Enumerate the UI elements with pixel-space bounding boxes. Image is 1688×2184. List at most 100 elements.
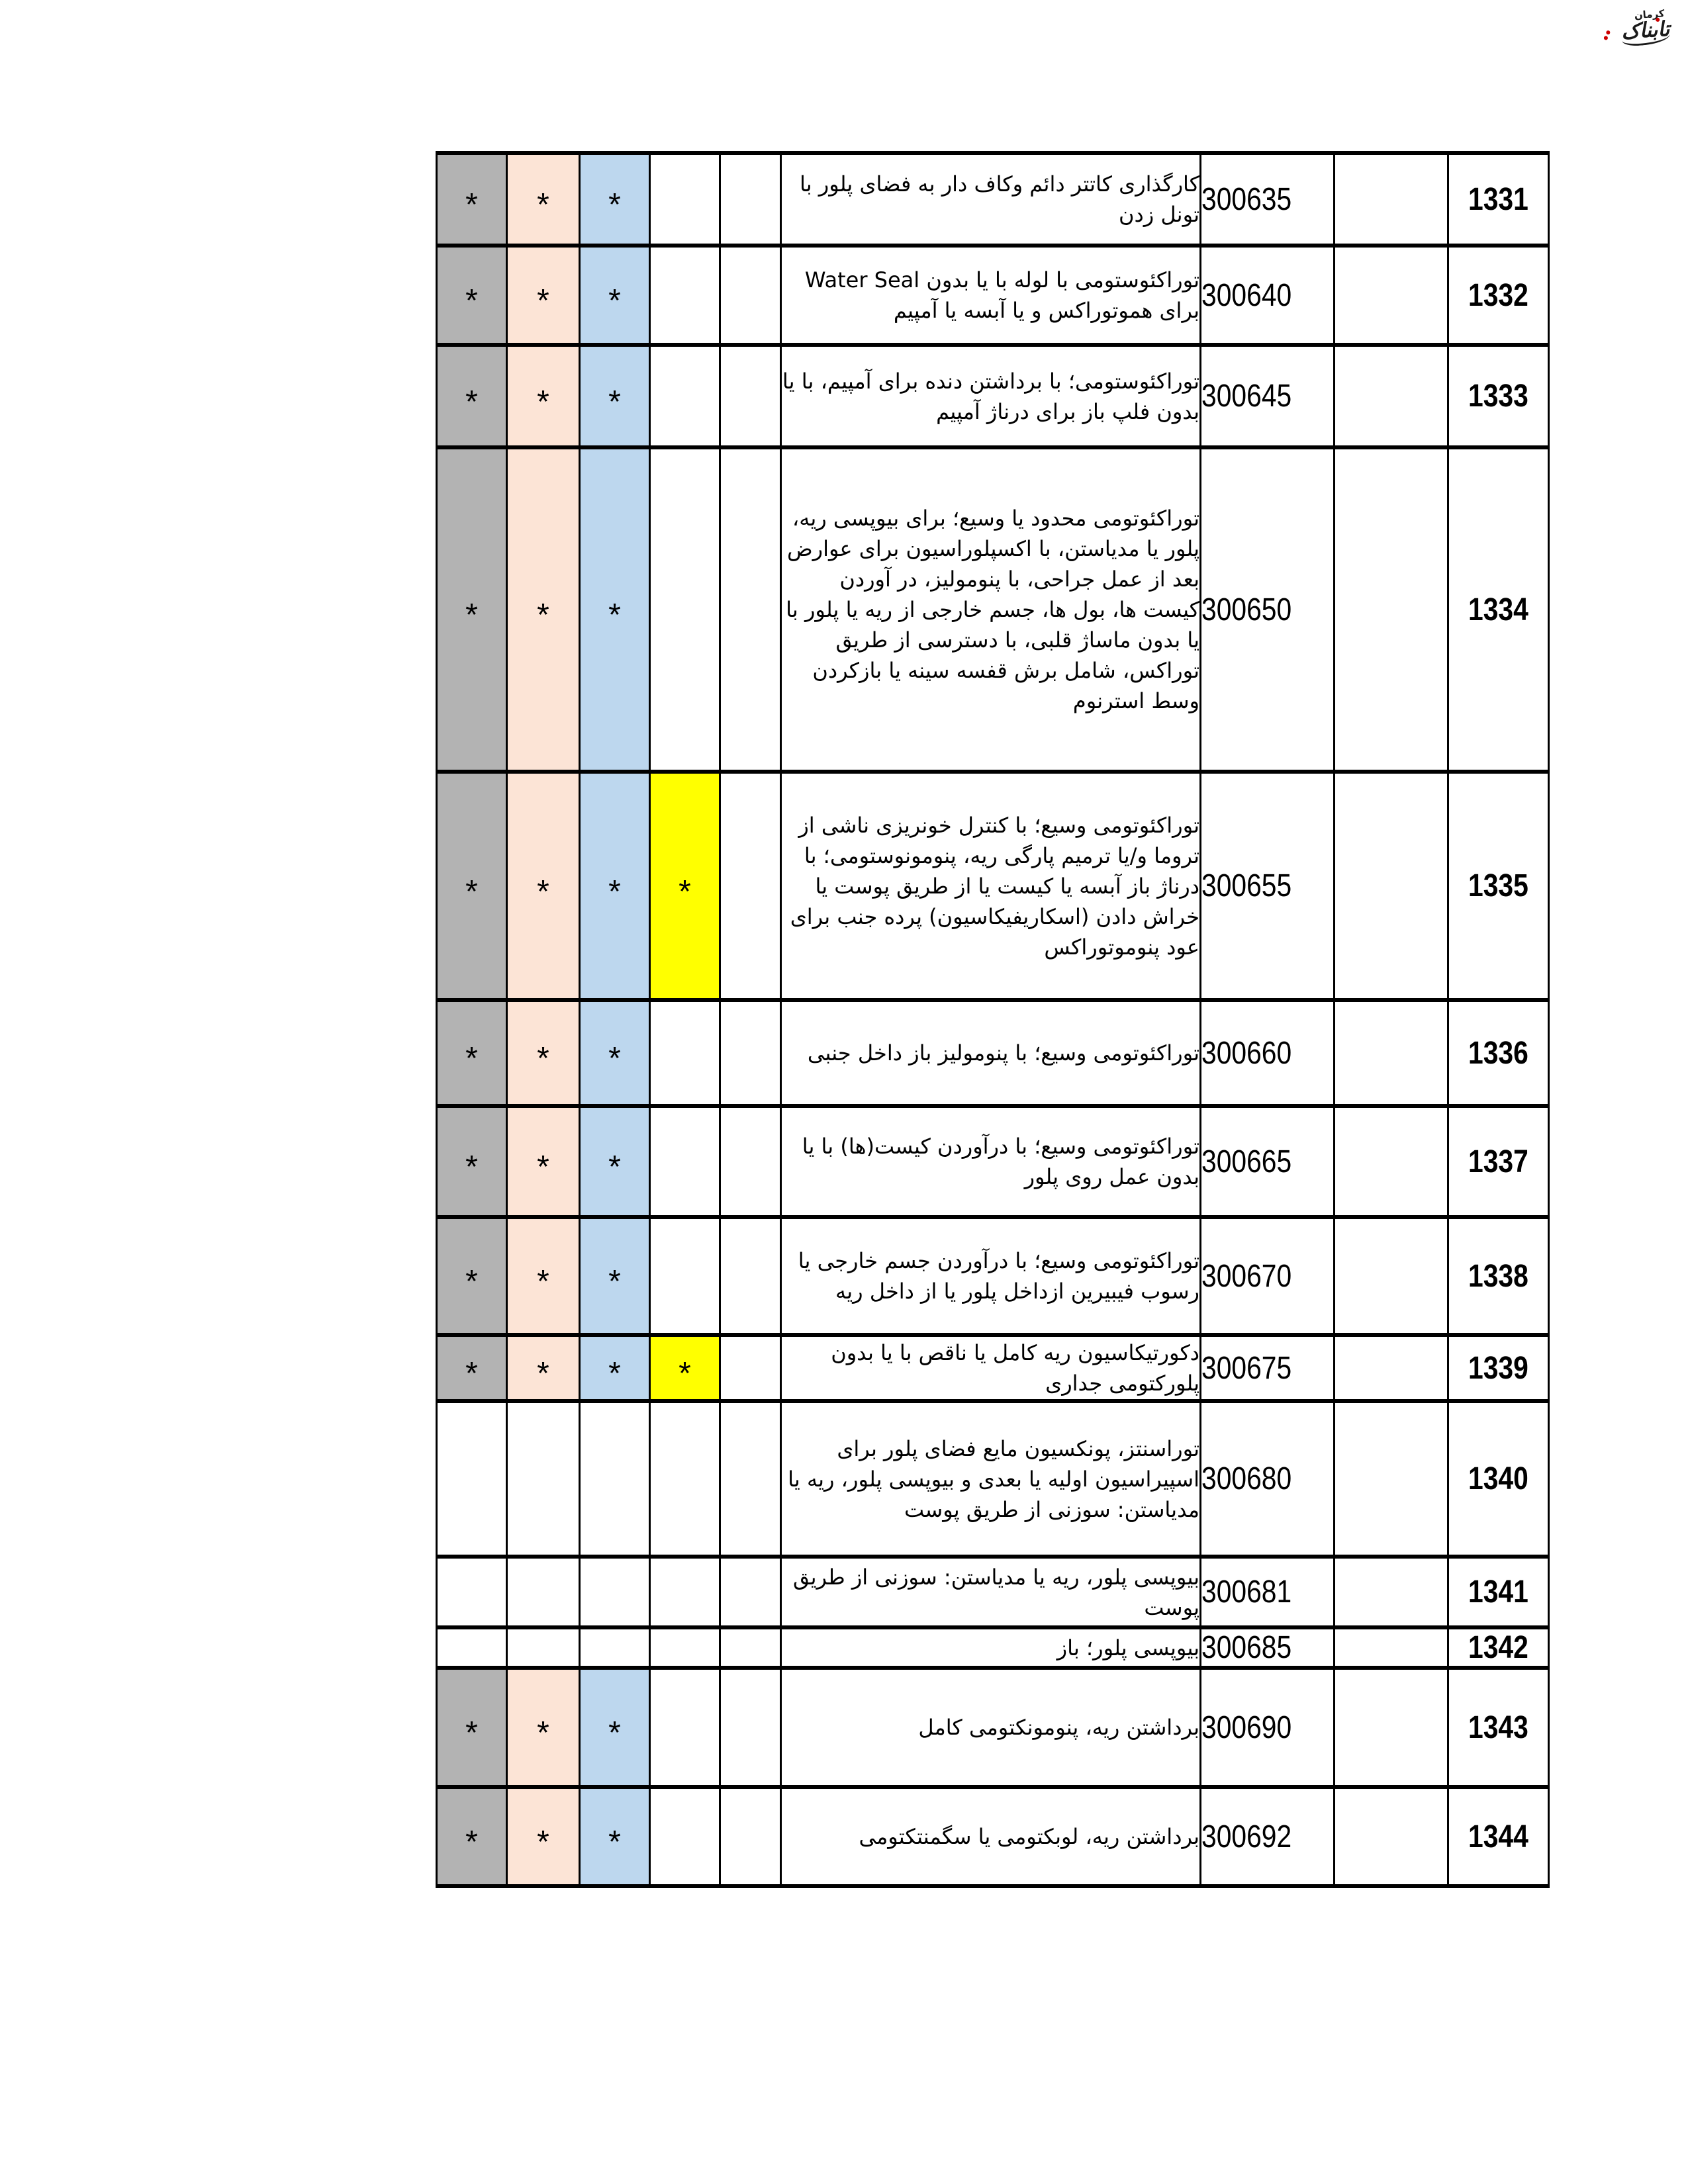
flag-cell-peach: * xyxy=(506,1666,581,1789)
asterisk-mark: * xyxy=(537,283,549,319)
flag-cell-spare xyxy=(719,1555,782,1629)
procedure-code: 300692 xyxy=(1201,1819,1292,1854)
table-row: بیوپسی پلور، ریه یا مدیاستن: سوزنی از طر… xyxy=(436,1555,1550,1629)
description-cell: توراکئوتومی محدود یا وسیع؛ برای بیوپسی ر… xyxy=(780,445,1201,774)
code-cell: 300685 xyxy=(1199,1625,1335,1670)
blank-cell xyxy=(1333,445,1449,774)
flag-cell-spare xyxy=(719,1666,782,1789)
code-cell: 300645 xyxy=(1199,343,1335,449)
flag-cell-peach: * xyxy=(506,1333,581,1403)
row-number-cell: 1344 xyxy=(1447,1785,1550,1888)
asterisk-mark: * xyxy=(465,283,478,319)
flag-cell-gray xyxy=(436,1399,508,1559)
flag-cell-spare xyxy=(719,151,782,248)
flag-cell-spare xyxy=(719,1785,782,1888)
flag-cell-peach: * xyxy=(506,998,581,1108)
flag-cell-peach xyxy=(506,1399,581,1559)
flag-cell-yellow xyxy=(649,1625,721,1670)
row-number-cell: 1338 xyxy=(1447,1215,1550,1337)
flag-cell-spare xyxy=(719,244,782,347)
row-number-cell: 1343 xyxy=(1447,1666,1550,1789)
code-cell: 300635 xyxy=(1199,151,1335,248)
asterisk-mark: * xyxy=(537,1264,549,1300)
flag-cell-gray xyxy=(436,1625,508,1670)
row-number: 1344 xyxy=(1468,1819,1528,1854)
description-cell: توراکئوتومی وسیع؛ با پنومولیز باز داخل ج… xyxy=(780,998,1201,1108)
flag-cell-spare xyxy=(719,770,782,1002)
procedure-code: 300681 xyxy=(1201,1574,1292,1610)
blank-cell xyxy=(1333,151,1449,248)
code-cell: 300690 xyxy=(1199,1666,1335,1789)
procedure-code: 300645 xyxy=(1201,379,1292,414)
flag-cell-yellow xyxy=(649,445,721,774)
table-row: * * * توراکئوتومی وسیع؛ با درآوردن کیست(ها)… xyxy=(436,1104,1550,1219)
row-number-cell: 1342 xyxy=(1447,1625,1550,1670)
flag-cell-gray: * xyxy=(436,998,508,1108)
asterisk-mark: * xyxy=(608,1356,621,1392)
flag-cell-blue xyxy=(579,1555,651,1629)
flag-cell-gray: * xyxy=(436,151,508,248)
row-number-cell: 1332 xyxy=(1447,244,1550,347)
flag-cell-spare xyxy=(719,445,782,774)
asterisk-mark: * xyxy=(537,1150,549,1185)
flag-cell-peach: * xyxy=(506,445,581,774)
flag-cell-spare xyxy=(719,1215,782,1337)
asterisk-mark: * xyxy=(465,1264,478,1300)
asterisk-mark: * xyxy=(608,1264,621,1300)
row-number-cell: 1333 xyxy=(1447,343,1550,449)
row-number: 1337 xyxy=(1468,1144,1528,1179)
row-number: 1343 xyxy=(1468,1709,1528,1745)
description-cell: بیوپسی پلور، ریه یا مدیاستن: سوزنی از طر… xyxy=(780,1555,1201,1629)
asterisk-mark: * xyxy=(465,384,478,420)
tabnak-kerman-logo: کرمان تابناک xyxy=(1605,7,1671,48)
flag-cell-spare xyxy=(719,1104,782,1219)
asterisk-mark: * xyxy=(537,1825,549,1860)
flag-cell-blue: * xyxy=(579,1104,651,1219)
asterisk-mark: * xyxy=(537,1356,549,1392)
row-number-cell: 1339 xyxy=(1447,1333,1550,1403)
flag-cell-blue: * xyxy=(579,343,651,449)
row-number: 1335 xyxy=(1468,868,1528,903)
flag-cell-peach: * xyxy=(506,343,581,449)
table-row: بیوپسی پلور؛ باز 300685 1342 xyxy=(436,1625,1550,1670)
blank-cell xyxy=(1333,343,1449,449)
code-cell: 300680 xyxy=(1199,1399,1335,1559)
row-number-cell: 1336 xyxy=(1447,998,1550,1108)
row-number: 1336 xyxy=(1468,1035,1528,1071)
row-number: 1338 xyxy=(1468,1258,1528,1294)
asterisk-mark: * xyxy=(608,1041,621,1077)
asterisk-mark: * xyxy=(608,1825,621,1860)
description-cell: توراکئوتومی وسیع؛ با کنترل خونریزی ناشی … xyxy=(780,770,1201,1002)
asterisk-mark: * xyxy=(608,187,621,223)
asterisk-mark: * xyxy=(465,874,478,909)
table-row: * * * کارگذاری کاتتر دائم وکاف دار به فضای … xyxy=(436,151,1550,248)
asterisk-mark: * xyxy=(465,1041,478,1077)
code-cell: 300660 xyxy=(1199,998,1335,1108)
description-cell: برداشتن ریه، پنومونکتومی کامل xyxy=(780,1666,1201,1789)
procedure-code: 300650 xyxy=(1201,592,1292,627)
flag-cell-gray: * xyxy=(436,343,508,449)
procedure-code: 300655 xyxy=(1201,868,1292,903)
asterisk-mark: * xyxy=(465,187,478,223)
row-number: 1341 xyxy=(1468,1574,1528,1610)
flag-cell-blue xyxy=(579,1625,651,1670)
asterisk-mark: * xyxy=(465,1715,478,1751)
flag-cell-peach: * xyxy=(506,1215,581,1337)
flag-cell-gray: * xyxy=(436,244,508,347)
code-cell: 300640 xyxy=(1199,244,1335,347)
asterisk-mark: * xyxy=(465,1150,478,1185)
flag-cell-yellow xyxy=(649,1215,721,1337)
flag-cell-blue: * xyxy=(579,151,651,248)
blank-cell xyxy=(1333,1666,1449,1789)
asterisk-mark: * xyxy=(537,1041,549,1077)
blank-cell xyxy=(1333,1399,1449,1559)
flag-cell-gray: * xyxy=(436,1215,508,1337)
row-number: 1340 xyxy=(1468,1461,1528,1496)
description-cell: کارگذاری کاتتر دائم وکاف دار به فضای پلو… xyxy=(780,151,1201,248)
procedure-code: 300660 xyxy=(1201,1035,1292,1071)
flag-cell-yellow xyxy=(649,998,721,1108)
asterisk-mark: * xyxy=(679,874,691,909)
asterisk-mark: * xyxy=(465,1356,478,1392)
flag-cell-gray: * xyxy=(436,1333,508,1403)
